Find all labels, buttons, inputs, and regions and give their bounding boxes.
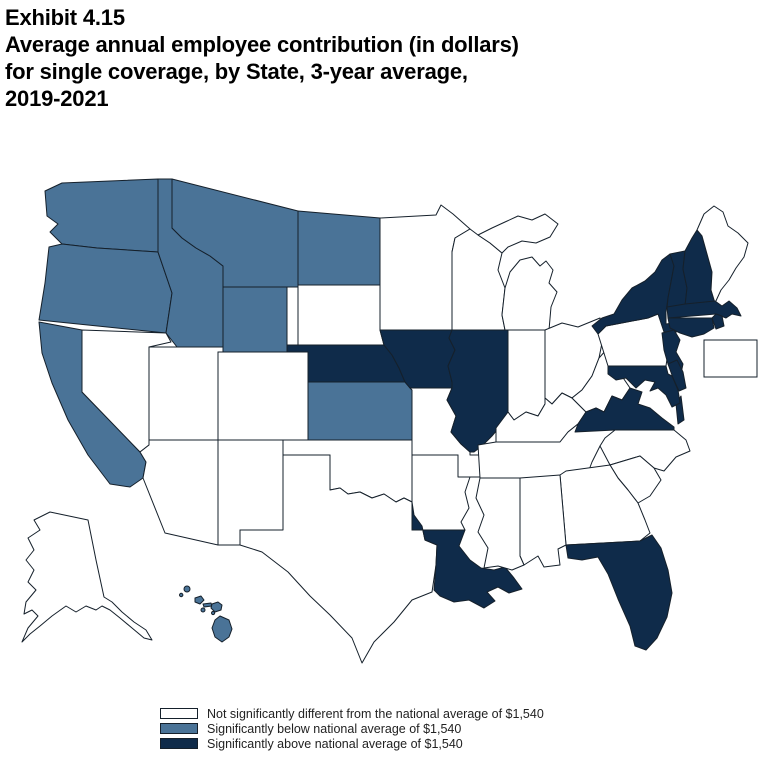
state-ks xyxy=(307,381,413,441)
exhibit-title-line-3: 2019-2021 xyxy=(5,86,109,111)
state-hi xyxy=(200,607,206,613)
state-mi xyxy=(477,213,559,254)
state-co xyxy=(217,351,309,441)
states-group xyxy=(21,178,752,664)
exhibit-number: Exhibit 4.15 xyxy=(5,5,125,30)
dc-inset xyxy=(703,339,758,378)
state-nm xyxy=(217,439,284,546)
state-la xyxy=(411,501,523,609)
legend-label-below: Significantly below national average of … xyxy=(207,721,462,736)
state-va xyxy=(574,387,675,433)
map-legend: Not significantly different from the nat… xyxy=(160,706,544,751)
exhibit-title-line-2: for single coverage, by State, 3-year av… xyxy=(5,59,468,84)
state-hi xyxy=(194,595,205,605)
exhibit-header: Exhibit 4.15 Average annual employee con… xyxy=(5,4,645,112)
state-hi xyxy=(211,615,233,643)
state-hi xyxy=(210,601,223,613)
state-sd xyxy=(297,284,385,346)
legend-swatch-below xyxy=(160,723,198,734)
state-az xyxy=(139,439,219,546)
legend-label-not-different: Not significantly different from the nat… xyxy=(207,706,544,721)
legend-row-not-different: Not significantly different from the nat… xyxy=(160,706,544,721)
state-ct xyxy=(667,317,715,338)
state-ma xyxy=(666,300,742,319)
state-wy xyxy=(222,286,288,353)
state-al xyxy=(519,474,567,568)
state-md xyxy=(607,365,681,408)
state-ms xyxy=(475,477,525,571)
legend-row-above: Significantly above national average of … xyxy=(160,736,544,751)
legend-row-below: Significantly below national average of … xyxy=(160,721,544,736)
state-hi xyxy=(183,585,191,593)
state-fl xyxy=(565,534,673,651)
legend-label-above: Significantly above national average of … xyxy=(207,736,463,751)
state-ak xyxy=(21,511,153,643)
state-ut xyxy=(148,346,224,441)
state-in xyxy=(507,329,546,421)
state-me xyxy=(696,205,749,304)
state-ri xyxy=(711,313,725,330)
state-or xyxy=(38,243,173,334)
dc-inset-box xyxy=(703,339,758,378)
state-wa xyxy=(44,178,159,253)
state-hi xyxy=(179,592,184,598)
exhibit-title-line-1: Average annual employee contribution (in… xyxy=(5,32,519,57)
state-hi xyxy=(211,610,216,616)
state-nd xyxy=(297,210,381,286)
legend-swatch-above xyxy=(160,738,198,749)
state-mi xyxy=(501,256,558,331)
legend-swatch-not-different xyxy=(160,708,198,719)
state-hi xyxy=(202,602,213,608)
